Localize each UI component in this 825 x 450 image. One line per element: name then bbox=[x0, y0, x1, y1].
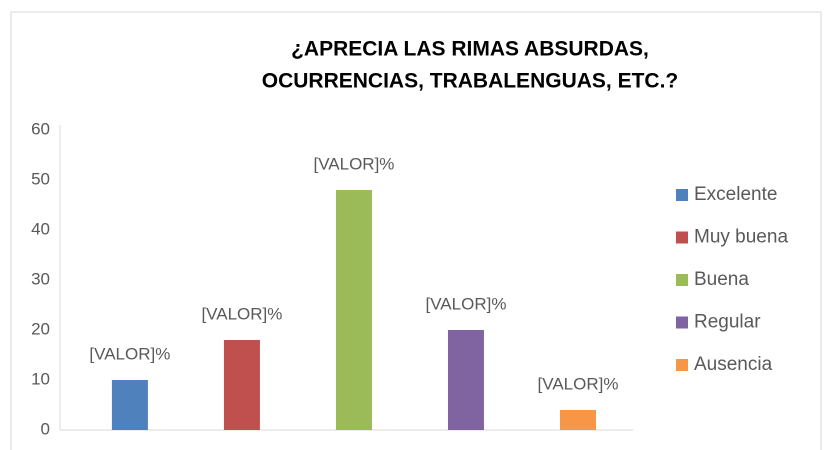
data-label: [VALOR]% bbox=[313, 154, 394, 173]
y-tick-label: 50 bbox=[31, 169, 50, 188]
legend-label: Regular bbox=[694, 312, 761, 333]
bar bbox=[223, 340, 260, 430]
data-label: [VALOR]% bbox=[538, 374, 619, 393]
bar bbox=[335, 190, 372, 430]
legend-swatch bbox=[676, 359, 688, 371]
y-tick-label: 30 bbox=[31, 269, 50, 288]
data-label: [VALOR]% bbox=[201, 304, 282, 323]
legend-label: Excelente bbox=[694, 184, 777, 205]
bar bbox=[111, 380, 148, 430]
legend-swatch bbox=[676, 274, 688, 286]
y-tick-label: 20 bbox=[31, 319, 50, 338]
bar bbox=[447, 330, 484, 430]
chart-title: OCURRENCIAS, TRABALENGUAS, ETC.? bbox=[262, 70, 679, 93]
y-tick-label: 0 bbox=[41, 419, 50, 438]
legend-label: Ausencia bbox=[694, 354, 773, 375]
y-tick-label: 60 bbox=[31, 119, 50, 138]
data-label: [VALOR]% bbox=[89, 344, 170, 363]
legend-label: Buena bbox=[694, 269, 749, 290]
chart-border bbox=[10, 11, 822, 450]
bar bbox=[559, 410, 596, 430]
legend-label: Muy buena bbox=[694, 227, 788, 248]
legend-swatch bbox=[676, 189, 688, 201]
y-tick-label: 10 bbox=[31, 369, 50, 388]
legend-swatch bbox=[676, 316, 688, 329]
chart-title: ¿APRECIA LAS RIMAS ABSURDAS, bbox=[291, 38, 649, 61]
data-label: [VALOR]% bbox=[426, 294, 507, 313]
legend-swatch bbox=[676, 231, 688, 244]
y-tick-label: 40 bbox=[31, 219, 50, 238]
